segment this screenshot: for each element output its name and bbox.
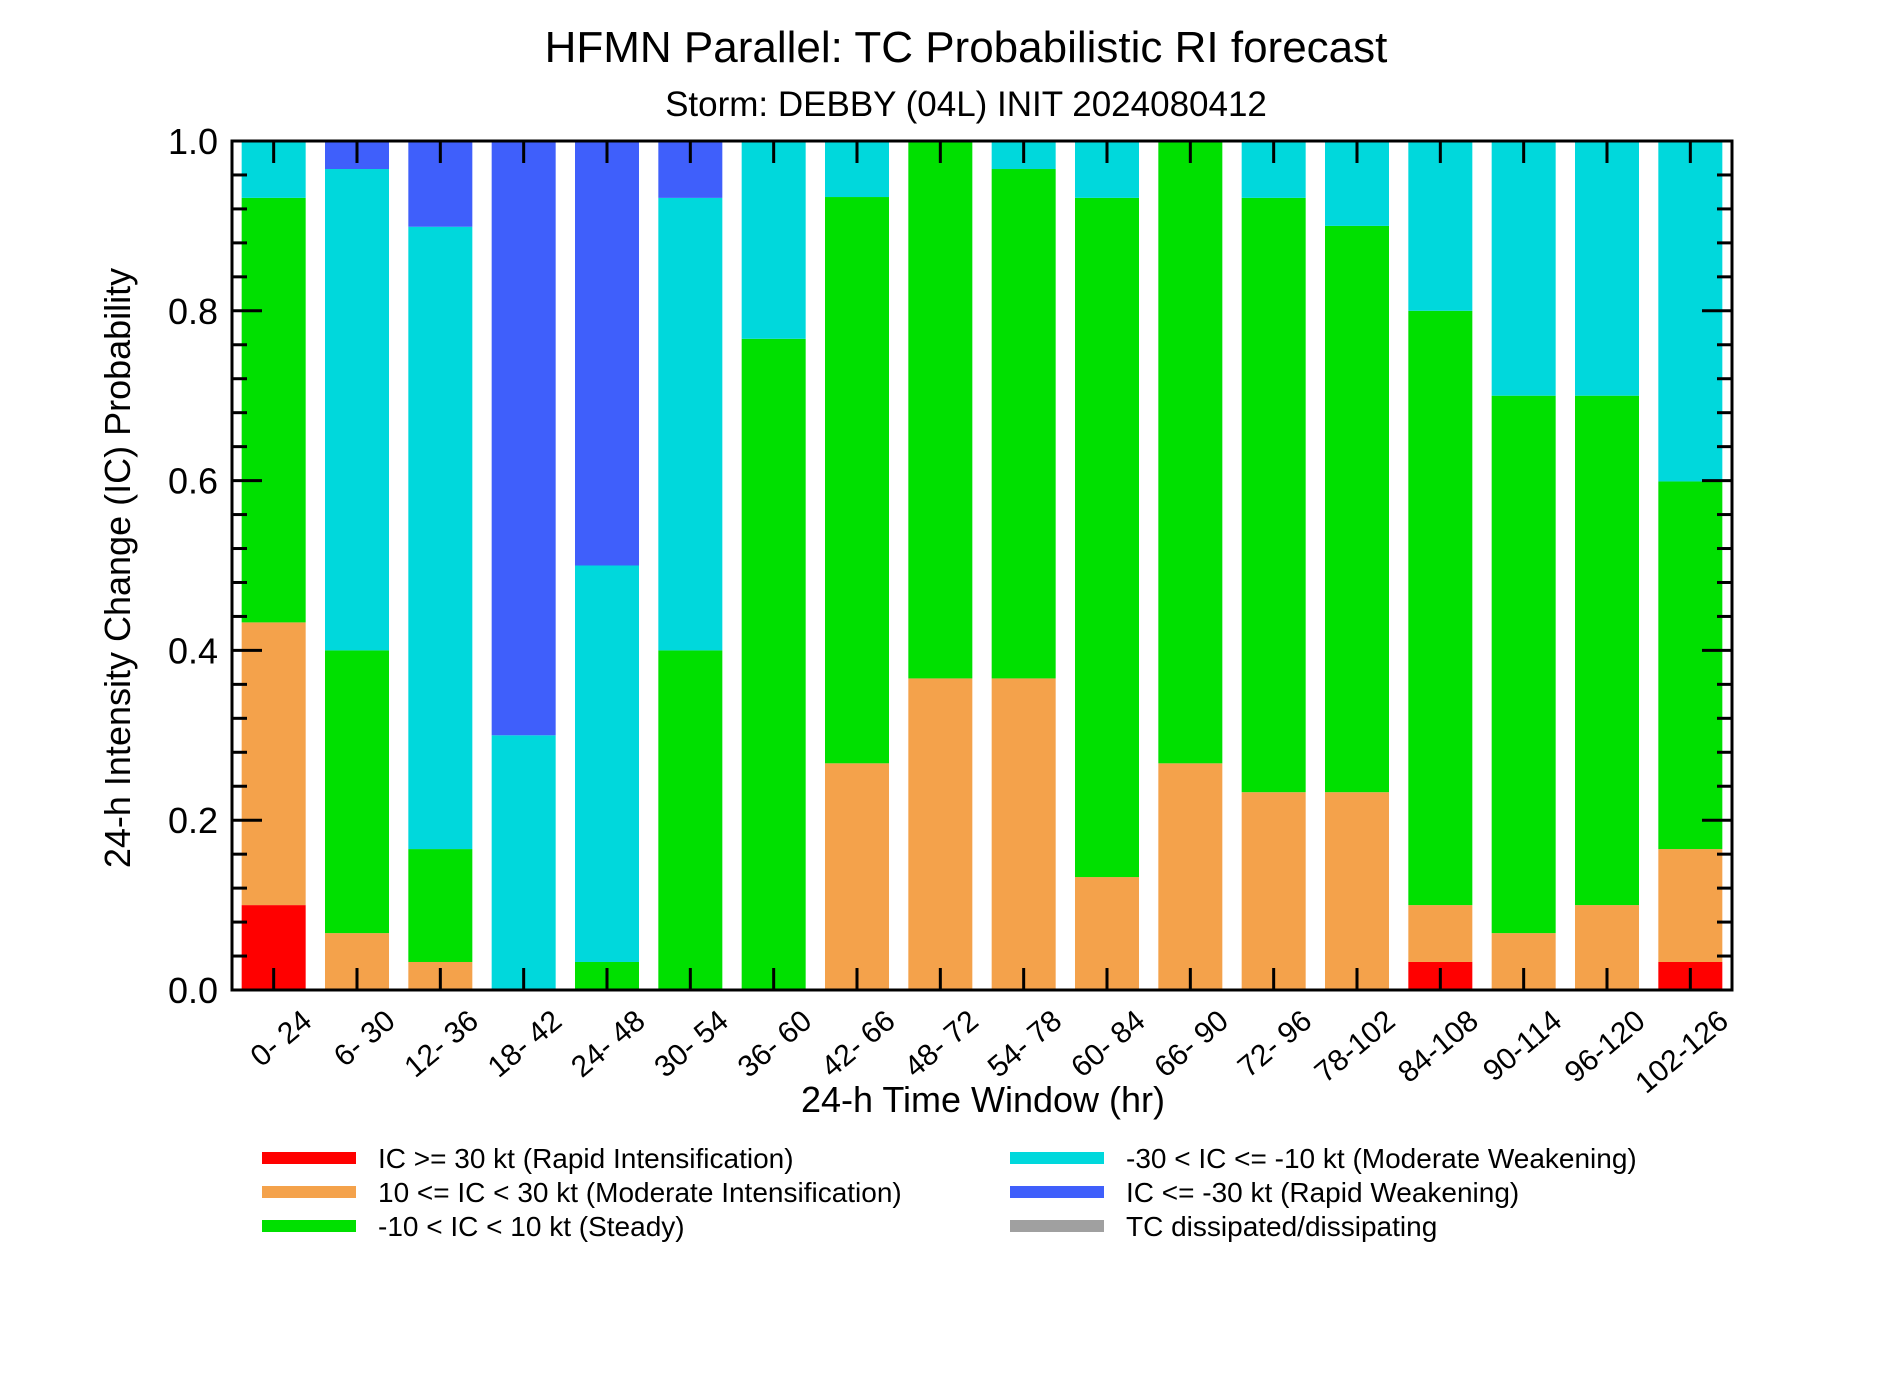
legend-swatch-4: [1010, 1152, 1104, 1164]
bar-segment-4-16: [1491, 141, 1556, 396]
bar-segment-3-15: [1408, 310, 1473, 906]
bar-segment-4-5: [575, 565, 639, 962]
bar-segment-3-6: [658, 650, 723, 990]
y-tick-label: 0.2: [168, 800, 218, 841]
bar-segment-4-7: [741, 141, 806, 339]
bar-segment-3-12: [1158, 141, 1223, 764]
y-tick-label: 0.4: [168, 630, 218, 671]
bar-segment-2-14: [1325, 792, 1389, 990]
x-tick-label: 54- 78: [982, 1004, 1068, 1084]
bar-segment-5-5: [575, 141, 639, 566]
chart-title: HFMN Parallel: TC Probabilistic RI forec…: [545, 23, 1388, 72]
y-axis-label: 24-h Intensity Change (IC) Probability: [97, 268, 138, 868]
y-tick-label: 0.6: [168, 461, 218, 502]
x-tick-label: 24- 48: [565, 1004, 651, 1084]
y-tick-label: 0.8: [168, 291, 218, 332]
bar-segment-2-1: [241, 622, 306, 906]
plot-frame: [230, 139, 1734, 992]
legend-label-4: -30 < IC <= -10 kt (Moderate Weakening): [1126, 1143, 1637, 1174]
bar-segment-3-8: [825, 197, 889, 764]
bar-segment-2-13: [1241, 792, 1306, 990]
legend-label-3: -10 < IC < 10 kt (Steady): [378, 1211, 685, 1242]
legend-label-1: IC >= 30 kt (Rapid Intensification): [378, 1143, 794, 1174]
bar-segment-3-13: [1241, 197, 1306, 793]
bar-segment-3-2: [325, 650, 389, 934]
legend: IC >= 30 kt (Rapid Intensification)10 <=…: [262, 1143, 1637, 1242]
legend-swatch-1: [262, 1152, 356, 1164]
bar-segment-3-9: [908, 141, 973, 679]
x-tick-label: 66- 90: [1148, 1004, 1234, 1084]
x-tick-label: 72- 96: [1232, 1004, 1318, 1084]
bar-segment-3-17: [1575, 395, 1639, 906]
x-tick-label: 18- 42: [482, 1004, 568, 1084]
bar-segment-2-12: [1158, 763, 1223, 990]
bar-segment-3-11: [1075, 197, 1139, 878]
legend-swatch-2: [262, 1186, 356, 1198]
bar-segment-3-7: [741, 338, 806, 990]
bar-segment-3-18: [1658, 481, 1723, 850]
bar-segment-4-15: [1408, 141, 1473, 311]
bar-segment-4-17: [1575, 141, 1639, 396]
x-tick-label: 102-126: [1629, 1004, 1735, 1100]
legend-swatch-5: [1010, 1186, 1104, 1198]
bar-segment-2-10: [991, 678, 1056, 990]
x-tick-label: 78-102: [1309, 1004, 1402, 1089]
bar-segment-3-10: [991, 169, 1056, 679]
bar-segment-2-8: [825, 763, 889, 990]
y-axis: 0.0 0.2 0.4 0.6 0.8 1.0: [168, 121, 1732, 1011]
bar-segment-4-3: [408, 226, 473, 850]
legend-label-5: IC <= -30 kt (Rapid Weakening): [1126, 1177, 1519, 1208]
x-tick-label: 48- 72: [898, 1004, 984, 1084]
bar-segment-4-4: [491, 735, 556, 990]
bar-segment-2-15: [1408, 905, 1473, 962]
x-tick-label: 60- 84: [1065, 1004, 1151, 1084]
bar-segment-3-16: [1491, 395, 1556, 934]
x-tick-label: 6- 30: [328, 1004, 402, 1073]
legend-label-2: 10 <= IC < 30 kt (Moderate Intensificati…: [378, 1177, 902, 1208]
chart-subtitle: Storm: DEBBY (04L) INIT 2024080412: [665, 85, 1267, 124]
x-tick-label: 84-108: [1392, 1004, 1485, 1089]
x-tick-label: 90-114: [1477, 1004, 1568, 1088]
legend-swatch-3: [262, 1220, 356, 1232]
x-axis-label: 24-h Time Window (hr): [801, 1079, 1165, 1120]
legend-label-6: TC dissipated/dissipating: [1126, 1211, 1437, 1242]
bar-segment-4-2: [325, 169, 389, 651]
bar-segment-3-1: [241, 197, 306, 623]
legend-swatch-6: [1010, 1220, 1104, 1232]
y-tick-label: 0.0: [168, 970, 218, 1011]
plot-area: [230, 139, 1734, 992]
x-tick-label: 36- 60: [732, 1004, 818, 1084]
x-tick-label: 0- 24: [245, 1004, 319, 1073]
x-tick-label: 12- 36: [398, 1004, 484, 1084]
bar-segment-2-18: [1658, 849, 1723, 962]
x-tick-label: 42- 66: [815, 1004, 901, 1084]
bar-segment-3-14: [1325, 225, 1389, 793]
x-tick-label: 30- 54: [648, 1004, 734, 1084]
y-tick-label: 1.0: [168, 121, 218, 162]
bar-segment-5-4: [491, 141, 556, 736]
bar-segment-3-3: [408, 849, 473, 962]
bar-segment-2-9: [908, 678, 973, 990]
bar-segment-4-6: [658, 197, 723, 651]
